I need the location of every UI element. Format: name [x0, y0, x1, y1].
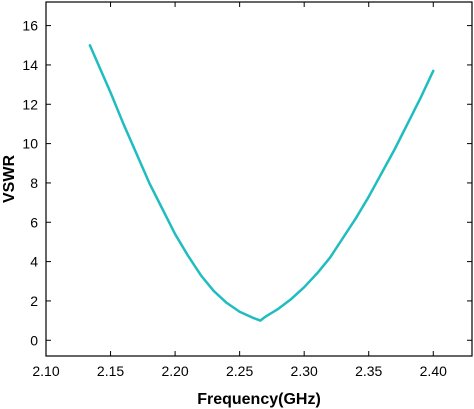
y-tick-label: 6	[30, 214, 38, 230]
x-axis-ticks: 2.10 2.15 2.20 2.25 2.30 2.35 2.40	[32, 2, 447, 379]
y-axis-label: VSWR	[1, 155, 18, 203]
y-tick-label: 14	[22, 57, 38, 73]
y-tick-label: 12	[22, 96, 38, 112]
x-tick-label: 2.40	[420, 363, 447, 379]
y-tick-label: 16	[22, 18, 38, 34]
y-tick-label: 2	[30, 293, 38, 309]
x-axis-label: Frequency(GHz)	[197, 391, 321, 408]
y-tick-label: 10	[22, 136, 38, 152]
x-tick-label: 2.25	[226, 363, 253, 379]
x-tick-label: 2.35	[355, 363, 382, 379]
y-tick-label: 8	[30, 175, 38, 191]
series-layer	[88, 44, 435, 322]
y-tick-label: 0	[30, 332, 38, 348]
y-axis-ticks: 0 2 4 6 8 10 12 14 16	[22, 18, 472, 348]
x-tick-label: 2.30	[291, 363, 318, 379]
y-tick-label: 4	[30, 254, 38, 270]
series-line-0	[88, 44, 435, 322]
plot-frame	[45, 1, 473, 357]
x-tick-label: 2.20	[161, 363, 188, 379]
x-tick-label: 2.15	[97, 363, 124, 379]
x-tick-label: 2.10	[32, 363, 59, 379]
